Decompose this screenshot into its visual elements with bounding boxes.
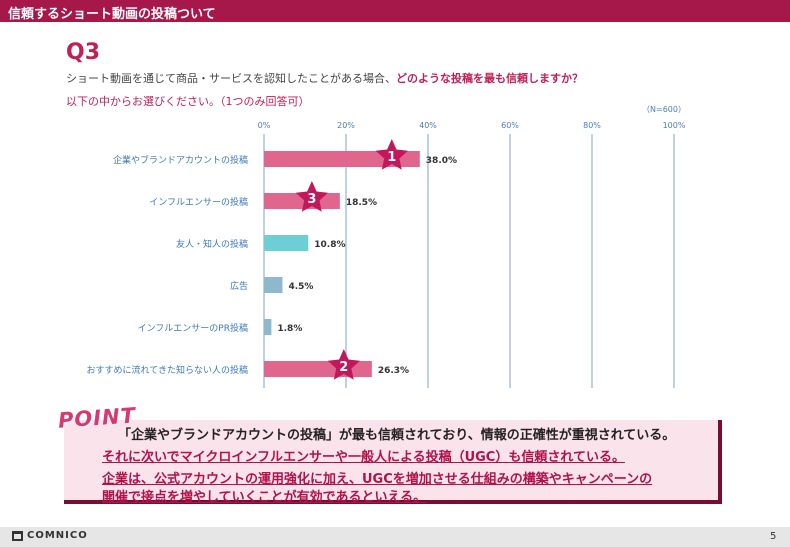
sample-size-note: （N=600） <box>642 105 686 114</box>
rank-star-icon <box>295 181 328 212</box>
value-label: 1.8% <box>277 324 302 334</box>
rank-star-icon <box>375 139 408 170</box>
value-label: 38.0% <box>426 156 457 166</box>
answer-instruction: 以下の中からお選びください。（1つのみ回答可） <box>66 95 310 108</box>
question-number: Q3 <box>66 40 101 65</box>
value-label: 4.5% <box>288 282 313 292</box>
point-line-1: 「企業やブランドアカウントの投稿」が最も信頼されており、情報の正確性が重視されて… <box>118 428 676 443</box>
point-line-2: それに次いでマイクロインフルエンサーや一般人による投稿（UGC）も信頼されている… <box>102 450 625 465</box>
value-label: 26.3% <box>378 366 409 376</box>
question-emphasis: どのような投稿を最も信頼しますか？ <box>396 72 583 85</box>
x-tick-label: 0% <box>258 121 271 130</box>
point-line-3: 企業は、公式アカウントの運用強化に加え、UGCを増加させる仕組みの構築やキャンペ… <box>102 472 653 487</box>
point-line-4: 開催で接点を増やしていくことが有効であるといえる。 <box>102 490 427 505</box>
rank-number: 3 <box>307 192 316 207</box>
category-label: おすすめに流れてきた知らない人の投稿 <box>87 364 248 376</box>
value-label: 18.5% <box>346 198 377 208</box>
bar-chart: 0% 20% 40% 60% 80% 100% （N=600） 企業やブランドアカウントの投稿… <box>87 105 686 388</box>
brand-logo-icon <box>12 531 23 541</box>
page-number: 5 <box>770 531 777 542</box>
value-label: 10.8% <box>314 240 345 250</box>
header-bar: 信頼するショート動画の投稿ついて <box>0 0 790 22</box>
question-text: ショート動画を通じて商品・サービスを認知したことがある場合、どのような投稿を最も… <box>66 70 583 86</box>
category-label: インフルエンサーの投稿 <box>149 196 248 208</box>
bar <box>264 277 283 293</box>
bar <box>264 235 309 251</box>
x-tick-label: 60% <box>501 121 519 130</box>
brand-name: COMNICO <box>27 530 88 541</box>
question-prefix: ショート動画を通じて商品・サービスを認知したことがある場合、 <box>66 72 396 85</box>
category-label: 広告 <box>230 280 248 292</box>
page-title: 信頼するショート動画の投稿ついて <box>8 7 216 22</box>
rank-star-icon <box>327 349 360 380</box>
rank-number: 2 <box>339 360 348 375</box>
bar <box>264 319 272 335</box>
point-box <box>64 420 722 504</box>
footer-bar <box>0 527 790 547</box>
x-tick-label: 100% <box>663 121 686 130</box>
x-tick-label: 20% <box>337 121 355 130</box>
category-label: 友人・知人の投稿 <box>176 238 248 250</box>
rank-number: 1 <box>387 150 396 165</box>
category-label: 企業やブランドアカウントの投稿 <box>113 154 248 166</box>
x-tick-label: 40% <box>419 121 437 130</box>
x-tick-label: 80% <box>583 121 601 130</box>
category-label: インフルエンサーのPR投稿 <box>138 322 248 334</box>
